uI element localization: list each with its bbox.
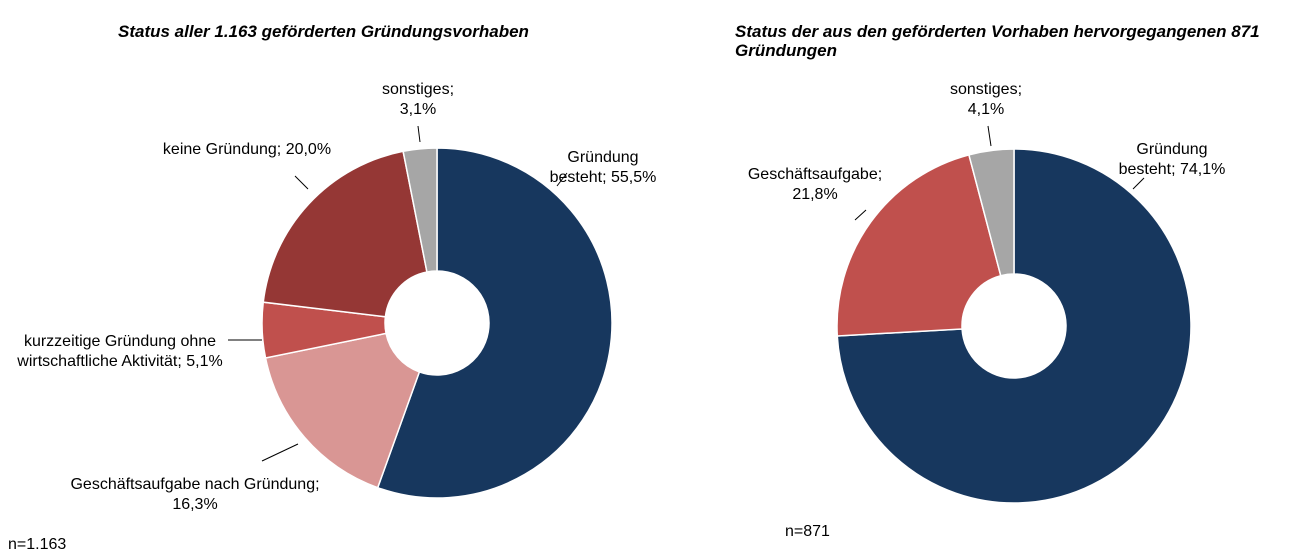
slice-value: 4,1% [967,101,1005,118]
slice-category: Gründung besteht; [549,149,639,186]
slice-value: 55,5% [611,169,657,186]
donut-slice [836,148,1192,504]
leader-line [556,172,568,187]
slice-value: 74,1% [1180,161,1226,178]
slice-label: Geschäftsaufgabe; 21,8% [745,165,885,205]
slice-label: Gründung besteht; 74,1% [1117,140,1227,180]
leader-line [261,443,299,462]
donut-slice [967,148,1015,277]
slice-category: sonstiges; [381,81,455,98]
slice-category: Gründung besteht; [1118,141,1208,178]
slice-category: kurzzeitige Gründung ohne wirtschaftlich… [17,333,217,370]
donut-slice [264,332,421,489]
leader-line [417,125,421,143]
slice-label: Geschäftsaufgabe nach Gründung; 16,3% [65,475,325,515]
donut-slice [262,150,428,318]
slice-value: 20,0% [285,141,332,158]
sample-note: n=1.163 [8,536,67,553]
leader-line [854,209,867,221]
slice-value: 5,1% [186,353,223,370]
chart-title: Status aller 1.163 geförderten Gründungs… [118,22,529,41]
slice-label: kurzzeitige Gründung ohne wirtschaftlich… [5,332,235,372]
slice-label: keine Gründung; 20,0% [162,140,332,160]
slice-label: sonstiges; 4,1% [936,80,1036,120]
donut-slice [836,153,1002,337]
chart-title: Status der aus den geförderten Vorhaben … [735,22,1260,60]
slice-label: Gründung besteht; 55,5% [548,148,658,188]
sample-note: n=871 [785,523,830,540]
leader-line [987,125,992,147]
slice-value: 16,3% [172,496,218,513]
slice-value: 21,8% [792,186,838,203]
slice-category: Geschäftsaufgabe; [747,166,883,183]
slice-label: sonstiges; 3,1% [368,80,468,120]
slice-category: Geschäftsaufgabe nach Gründung; [70,476,320,493]
leader-line [294,175,309,190]
slice-category: keine Gründung; [162,141,282,158]
donut-slice [376,147,613,499]
slice-category: sonstiges; [949,81,1023,98]
donut-slice [402,147,438,273]
leader-line [1132,177,1145,190]
slice-value: 3,1% [399,101,437,118]
